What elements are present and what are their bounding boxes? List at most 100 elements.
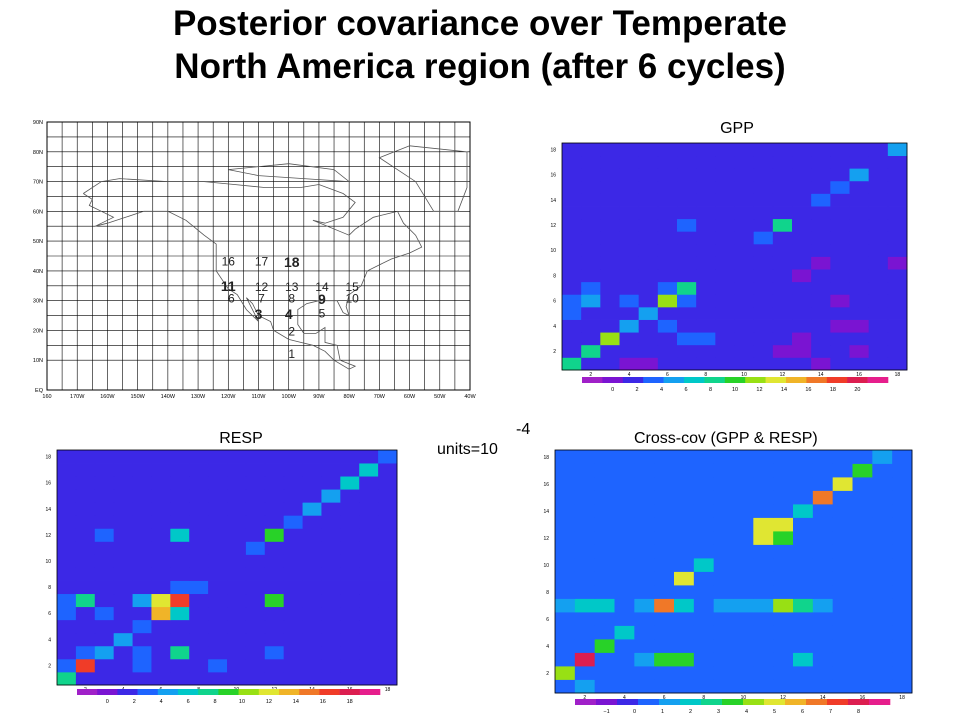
resp-cell — [227, 658, 247, 673]
cross-cov-cell — [594, 571, 615, 586]
gpp-cell — [657, 218, 678, 232]
resp-colorbar-label: 0 — [106, 699, 109, 705]
cross-cov-colorbar-segment — [785, 699, 807, 705]
resp-cell — [113, 476, 133, 490]
cross-cov-cell — [812, 531, 834, 545]
resp-cell — [208, 567, 228, 581]
cross-cov-cell — [812, 544, 834, 559]
resp-cell — [227, 593, 247, 608]
resp-cell — [264, 580, 285, 595]
resp-cell — [245, 502, 266, 516]
gpp-cell — [562, 143, 582, 157]
cross-cov-cell — [654, 625, 675, 640]
gpp-cell — [830, 218, 850, 232]
resp-cell — [359, 450, 379, 464]
gpp-cell — [562, 294, 582, 308]
gpp-cell — [657, 155, 678, 169]
cross-cov-cell — [614, 504, 635, 518]
resp-cell — [208, 554, 228, 568]
resp-cell — [340, 619, 360, 634]
gpp-cell — [696, 231, 716, 245]
units-exponent: -4 — [516, 421, 531, 438]
gpp-cell — [830, 357, 850, 371]
cross-cov-cell — [892, 504, 913, 518]
units-label: units=10 — [437, 441, 498, 458]
resp-cell — [245, 580, 266, 595]
resp-cell — [75, 593, 96, 608]
resp-cell — [264, 515, 285, 529]
cross-cov-cell — [614, 598, 635, 613]
gpp-cell — [715, 143, 735, 157]
resp-cell — [151, 632, 171, 647]
cross-cov-cell — [674, 612, 695, 626]
gpp-cell — [734, 231, 755, 245]
resp-cell — [75, 567, 96, 581]
resp-ytick: 12 — [45, 533, 51, 539]
gpp-cell — [600, 344, 620, 358]
resp-cell — [264, 632, 285, 647]
cross-cov-cell — [634, 612, 655, 626]
cross-cov-cell — [733, 504, 754, 518]
gpp-cell — [638, 218, 659, 232]
gpp-cell — [753, 243, 774, 257]
gpp-cell — [562, 193, 582, 207]
gpp-cell — [619, 206, 640, 220]
cross-cov-cell — [693, 544, 715, 559]
map-lat-label: 90N — [33, 120, 43, 126]
gpp-cell — [657, 332, 678, 346]
resp-ytick: 10 — [45, 559, 51, 565]
cross-cov-cell — [674, 544, 695, 559]
gpp-cell — [677, 306, 697, 320]
cross-cov-cell — [693, 639, 715, 653]
resp-cell — [132, 450, 152, 464]
resp-cell — [113, 463, 133, 477]
resp-cell — [321, 671, 341, 686]
resp-cell — [151, 489, 171, 503]
cross-cov-cell — [733, 652, 754, 667]
cross-cov-cell — [892, 463, 913, 478]
map-lon-label: 110W — [252, 394, 267, 400]
resp-heatmap: 2468101214161824681012141618024681012141… — [45, 449, 398, 705]
resp-cell — [283, 619, 303, 634]
cross-cov-cell — [594, 517, 615, 532]
resp-cell — [189, 502, 209, 516]
resp-cell — [283, 450, 303, 464]
gpp-cell — [677, 269, 697, 283]
gpp-cell — [849, 231, 870, 245]
gpp-cell — [715, 155, 735, 169]
gpp-cell — [619, 306, 640, 320]
resp-cell — [227, 502, 247, 516]
gpp-colorbar-segment — [704, 377, 726, 383]
gpp-cell — [849, 155, 870, 169]
cross-cov-cell — [872, 666, 893, 680]
resp-cell — [359, 593, 379, 608]
cross-cov-cell — [812, 558, 834, 572]
cross-cov-colorbar-segment — [659, 699, 681, 705]
cross-cov-cell — [753, 517, 774, 532]
cross-cov-cell — [832, 450, 853, 464]
cross-cov-cell — [832, 625, 853, 640]
cross-cov-cell — [733, 558, 754, 572]
resp-cell — [75, 450, 96, 464]
cross-cov-cell — [753, 639, 774, 653]
cross-cov-cell — [594, 585, 615, 599]
resp-cell — [359, 645, 379, 660]
cross-cov-cell — [793, 652, 814, 667]
gpp-cell — [849, 243, 870, 257]
gpp-cell — [753, 269, 774, 283]
cross-cov-cell — [574, 625, 596, 640]
gpp-cell — [849, 143, 870, 157]
cross-cov-cell — [574, 639, 596, 653]
cross-cov-cell — [793, 517, 814, 532]
gpp-cell — [715, 218, 735, 232]
cross-cov-cell — [733, 639, 754, 653]
cross-cov-cell — [693, 598, 715, 613]
gpp-cell — [772, 193, 793, 207]
cross-cov-cell — [852, 585, 873, 599]
cross-cov-cell — [594, 558, 615, 572]
gpp-cell — [677, 206, 697, 220]
cross-cov-cell — [555, 571, 576, 586]
gpp-cell — [677, 357, 697, 371]
cross-cov-cell — [713, 666, 734, 680]
resp-cell — [378, 528, 398, 542]
